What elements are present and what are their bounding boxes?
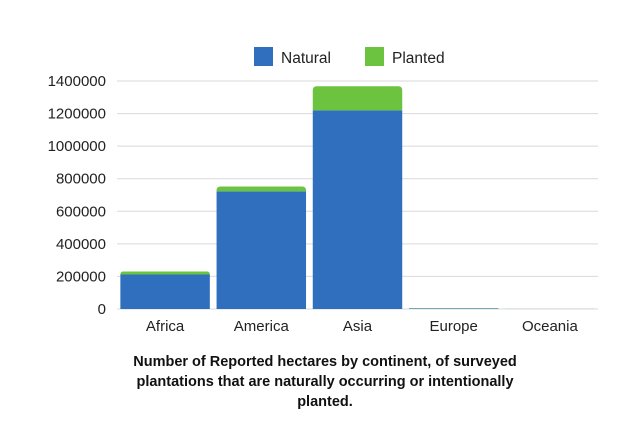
bars xyxy=(120,86,595,309)
y-tick-label: 200000 xyxy=(56,268,106,285)
y-tick-label: 600000 xyxy=(56,203,106,220)
x-tick-label: Asia xyxy=(343,318,373,335)
y-tick-label: 0 xyxy=(98,301,106,318)
legend-swatch-planted xyxy=(365,47,384,66)
caption-line-3: planted. xyxy=(297,394,353,410)
x-tick-label: Oceania xyxy=(522,318,579,335)
bar-planted-africa xyxy=(120,271,210,275)
stacked-bar-chart: 0 200000 400000 600000 800000 1000000 1200000 1… xyxy=(48,47,598,335)
y-axis-tick-labels: 0 200000 400000 600000 800000 1000000 1200000 1… xyxy=(48,73,106,318)
legend-label-natural: Natural xyxy=(281,50,331,67)
caption-line-2: plantations that are naturally occurring… xyxy=(136,374,514,390)
bar-planted-america xyxy=(216,186,307,192)
x-tick-label: Europe xyxy=(430,318,478,335)
bar-planted-asia xyxy=(312,86,403,111)
legend: Natural Planted xyxy=(254,47,445,67)
legend-swatch-natural xyxy=(254,47,273,66)
x-tick-label: Africa xyxy=(146,318,185,335)
caption-line-1: Number of Reported hectares by continent… xyxy=(133,354,517,370)
y-tick-label: 800000 xyxy=(56,171,106,188)
legend-label-planted: Planted xyxy=(392,50,445,67)
y-tick-label: 1000000 xyxy=(48,138,106,155)
x-axis-tick-labels: Africa America Asia Europe Oceania xyxy=(146,318,579,335)
bar-natural-asia xyxy=(312,110,403,309)
y-tick-label: 400000 xyxy=(56,236,106,253)
x-tick-label: America xyxy=(234,318,290,335)
y-tick-label: 1200000 xyxy=(48,106,106,123)
bar-natural-africa xyxy=(120,274,210,309)
chart-caption: Number of Reported hectares by continent… xyxy=(90,352,560,412)
y-tick-label: 1400000 xyxy=(48,73,106,90)
bar-natural-america xyxy=(216,191,307,309)
